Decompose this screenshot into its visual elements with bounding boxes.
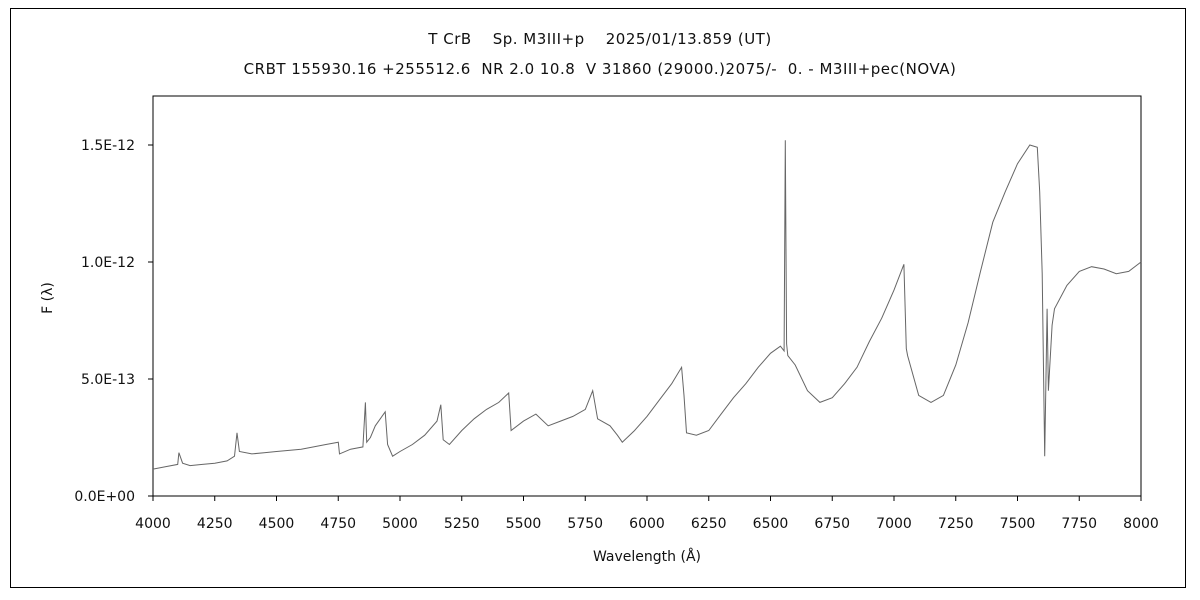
plot-area [152,95,1142,497]
x-tick-label: 7000 [876,516,912,532]
x-tick-label: 6500 [753,516,789,532]
x-tick-label: 4250 [197,516,233,532]
chart-subtitle: CRBT 155930.16 +255512.6 NR 2.0 10.8 V 3… [243,60,957,78]
y-axis-label: F (λ) [40,282,56,314]
chart-frame [10,8,1186,588]
x-tick-label: 7500 [1000,516,1036,532]
x-tick-label: 4750 [320,516,356,532]
y-tick-label: 5.0E-13 [81,372,135,388]
x-axis-label: Wavelength (Å) [593,548,701,565]
x-tick-label: 4000 [135,516,171,532]
series-line [152,140,1142,470]
x-tick-label: 6000 [629,516,665,532]
x-tick-label: 6250 [691,516,727,532]
x-tick-label: 5500 [506,516,542,532]
x-tick-label: 4500 [259,516,295,532]
x-tick-label: 5000 [382,516,418,532]
y-axis-ticks: 0.0E+00 5.0E-13 1.0E-12 1.5E-12 [74,138,153,505]
x-axis-ticks: 4000 4250 4500 4750 5000 5250 5500 5750 6000 6250… [135,496,1159,532]
x-tick-label: 6750 [814,516,850,532]
chart-title: T CrB Sp. M3III+p 2025/01/13.859 (UT) [428,30,772,48]
x-tick-label: 7250 [938,516,974,532]
y-tick-label: 0.0E+00 [74,489,135,505]
x-tick-label: 5250 [444,516,480,532]
series-group [152,140,1142,470]
x-tick-label: 5750 [567,516,603,532]
x-tick-label: 8000 [1123,516,1159,532]
x-tick-label: 7750 [1061,516,1097,532]
y-tick-label: 1.5E-12 [81,138,135,154]
y-tick-label: 1.0E-12 [81,255,135,271]
